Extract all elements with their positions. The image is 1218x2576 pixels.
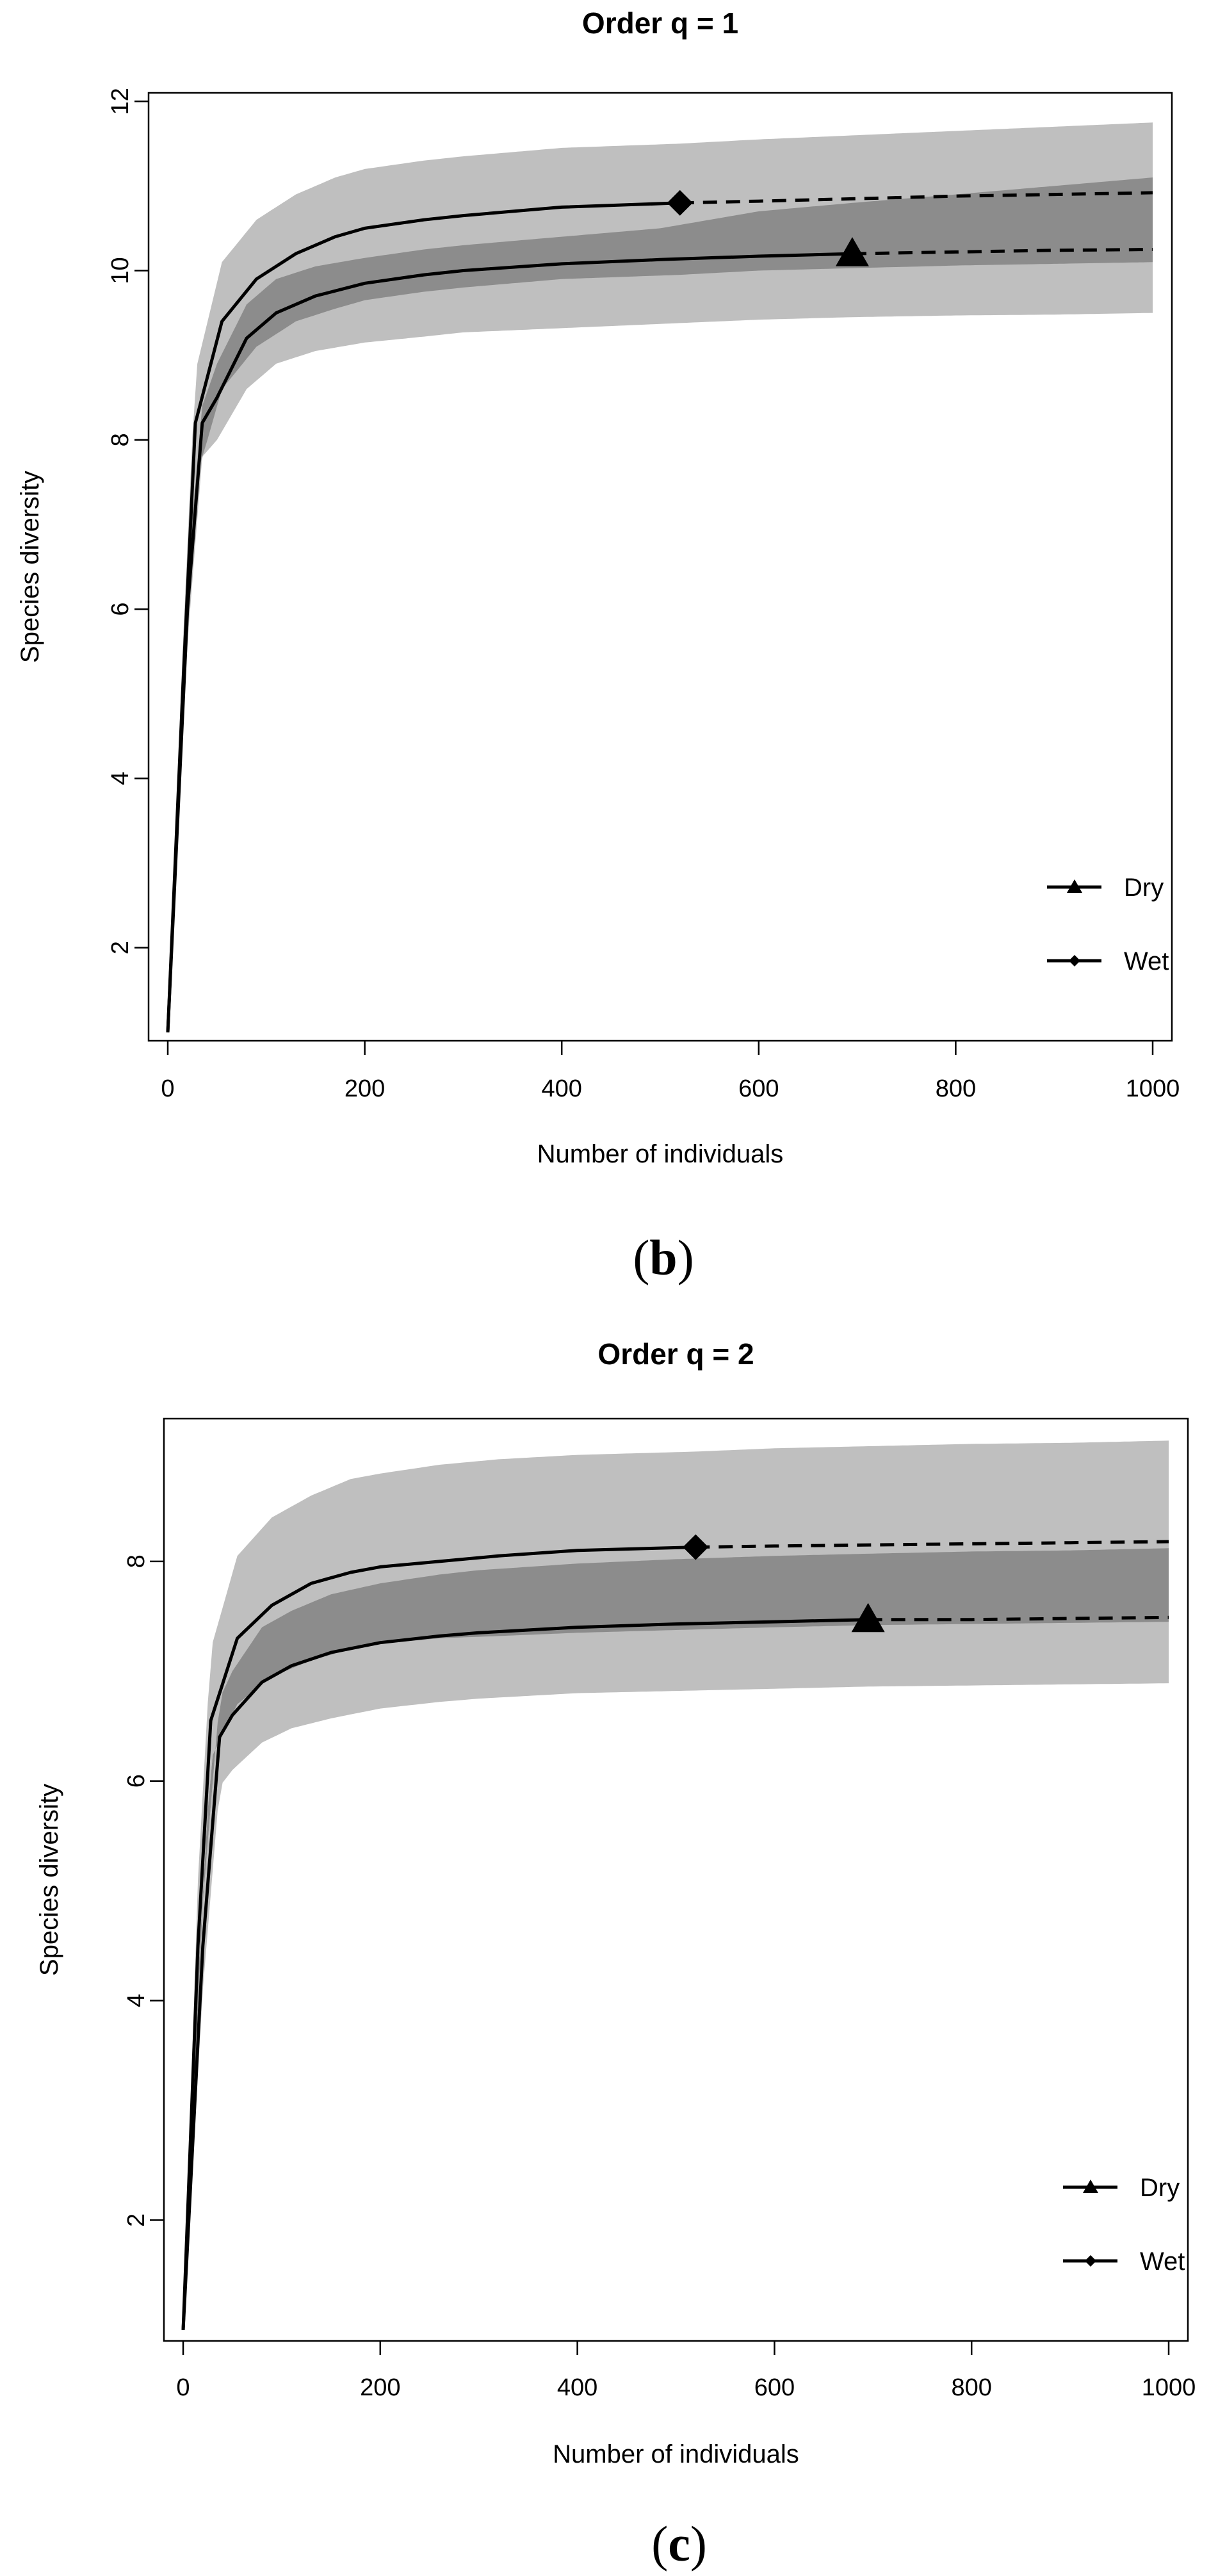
marker-observed-wet [683, 1534, 709, 1560]
marker-observed-dry [835, 237, 869, 266]
y-tick-label: 12 [107, 88, 134, 115]
x-axis: 0 200 400 600 800 1000 Number of individuals [176, 2341, 1196, 2468]
legend-label: Wet [1140, 2247, 1185, 2276]
legend-diamond-marker [1069, 955, 1080, 966]
line-interpolated-dry [166, 252, 852, 1032]
x-axis-label: Number of individuals [553, 2440, 799, 2468]
line-interpolated-wet [181, 1545, 696, 2330]
x-tick-label: 0 [176, 2374, 190, 2401]
y-tick-label: 4 [107, 772, 134, 785]
panel-label: (c) [651, 2516, 707, 2572]
series-wet [181, 1534, 1169, 2330]
line-extrapolated-dry [852, 248, 1153, 256]
y-axis: 2 4 6 8 Species diversity [35, 1554, 164, 2227]
legend: Dry Wet [1063, 2174, 1185, 2276]
y-axis-label: Species diversity [35, 1784, 63, 1976]
x-tick-label: 400 [541, 1075, 581, 1102]
line-interpolated-wet [166, 201, 680, 1032]
y-tick-label: 8 [107, 433, 134, 446]
y-axis: 2 4 6 8 10 12 Species diversity [16, 88, 149, 954]
band-overlap [183, 1548, 1169, 2330]
legend-entry-dry: Dry [1047, 874, 1164, 902]
x-tick-label: 1000 [1142, 2374, 1196, 2401]
x-tick-label: 600 [754, 2374, 795, 2401]
series-wet [166, 190, 1153, 1032]
x-tick-label: 0 [161, 1075, 174, 1102]
legend-entry-wet: Wet [1063, 2247, 1185, 2276]
legend-label: Dry [1124, 874, 1164, 902]
x-tick-label: 800 [936, 1075, 976, 1102]
legend-triangle-marker [1083, 2180, 1098, 2193]
legend-label: Wet [1124, 947, 1169, 975]
plot-frame [147, 92, 1173, 1042]
x-tick-label: 600 [738, 1075, 779, 1102]
y-tick-label: 4 [123, 1994, 150, 2007]
legend-entry-dry: Dry [1063, 2174, 1180, 2202]
y-tick-label: 8 [123, 1554, 150, 1568]
legend: Dry Wet [1047, 874, 1169, 975]
chart-b: Order q = 1 0 200 400 600 800 1000 Number of in… [16, 6, 1180, 1285]
chart-c: Order q = 2 0 200 400 600 800 1000 Number of in… [35, 1337, 1196, 2572]
confidence-bands [168, 122, 1153, 1032]
line-extrapolated-dry [868, 1615, 1169, 1622]
confidence-bands [183, 1440, 1169, 2330]
legend-label: Dry [1140, 2174, 1180, 2202]
x-tick-label: 400 [557, 2374, 597, 2401]
marker-observed-wet [667, 190, 693, 216]
x-tick-label: 200 [360, 2374, 400, 2401]
panel-label: (b) [633, 1230, 694, 1285]
chart-title: Order q = 2 [597, 1337, 754, 1371]
x-axis-label: Number of individuals [537, 1140, 784, 1168]
legend-entry-wet: Wet [1047, 947, 1169, 975]
marker-observed-dry [851, 1602, 885, 1633]
series-dry [166, 237, 1153, 1032]
y-tick-label: 10 [107, 257, 134, 284]
legend-diamond-marker [1085, 2255, 1096, 2267]
chart-title: Order q = 1 [582, 6, 738, 40]
series-dry [181, 1602, 1169, 2331]
legend-triangle-marker [1067, 879, 1082, 893]
y-tick-label: 6 [107, 603, 134, 616]
x-tick-label: 800 [951, 2374, 991, 2401]
y-tick-label: 2 [123, 2213, 150, 2227]
x-tick-label: 200 [345, 1075, 385, 1102]
plot-frame [163, 1417, 1189, 2342]
y-tick-label: 6 [123, 1774, 150, 1788]
x-axis: 0 200 400 600 800 1000 Number of individuals [161, 1041, 1180, 1168]
line-interpolated-dry [181, 1618, 868, 2331]
x-tick-label: 1000 [1126, 1075, 1180, 1102]
band-overlap [168, 177, 1153, 1032]
y-axis-label: Species diversity [16, 471, 44, 663]
y-tick-label: 2 [107, 941, 134, 954]
band-dry [183, 1548, 1169, 2330]
